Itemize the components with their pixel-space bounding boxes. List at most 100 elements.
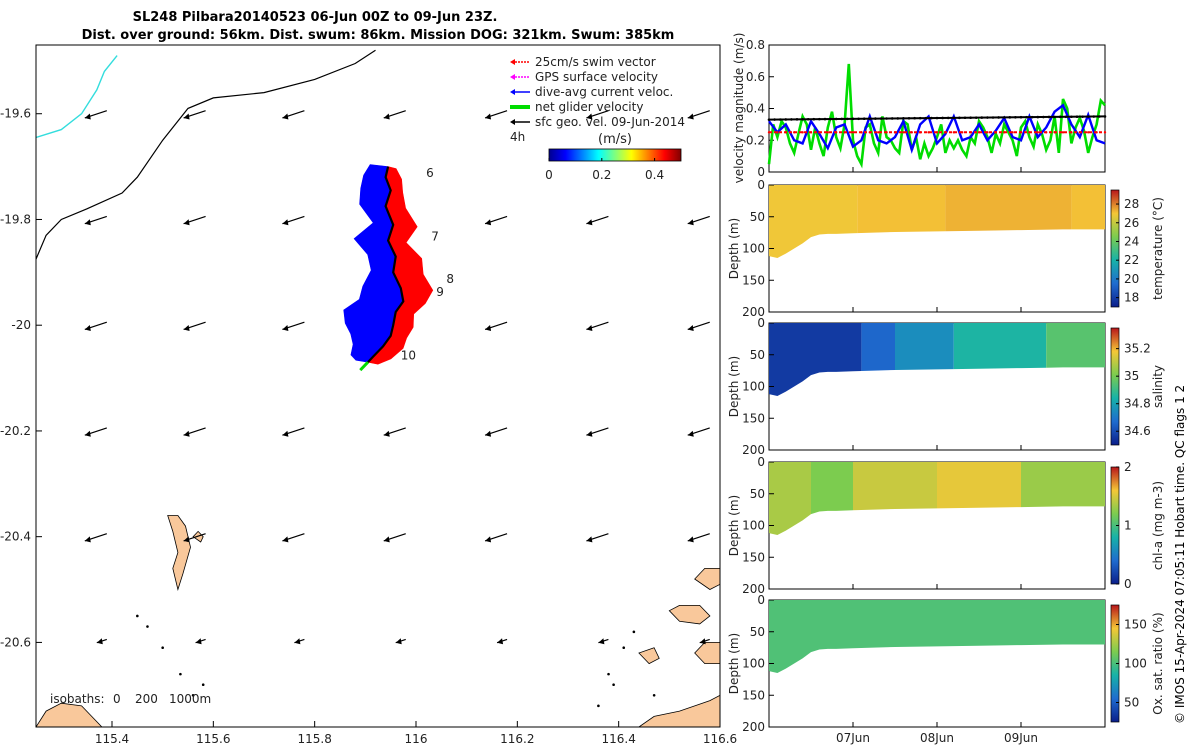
- sfc-velocity-point: [991, 116, 995, 119]
- geo-velocity-arrow: [484, 321, 508, 331]
- speed-colorbar: [548, 148, 682, 162]
- legend-item: net glider velocity: [510, 100, 643, 114]
- colorbar-tick-label: 0: [1124, 577, 1132, 591]
- swim-speed-point: [910, 131, 913, 134]
- geo-velocity-arrow: [383, 533, 406, 543]
- swim-speed-point: [835, 131, 838, 134]
- geo-velocity-arrow: [294, 638, 305, 645]
- sfc-velocity-point: [834, 117, 838, 121]
- sfc-velocity-point: [801, 117, 804, 121]
- land-polygon: [36, 702, 103, 727]
- legend-item: dive-avg current veloc.: [510, 85, 673, 99]
- sfc-velocity-point: [1008, 116, 1012, 119]
- swim-speed-point: [1053, 131, 1056, 134]
- isobath-0m-line: [36, 55, 118, 139]
- sfc-velocity-point: [818, 117, 821, 121]
- sfc-velocity-point: [890, 117, 894, 120]
- colorbar-tick-label: 0: [545, 168, 553, 182]
- velocity-series-line: [767, 63, 1106, 169]
- colorbar-tick-label: 34.8: [1124, 397, 1151, 411]
- section-field-segment: [1071, 185, 1105, 230]
- sfc-velocity-point: [918, 116, 922, 120]
- isobath-legend: isobaths: 0 200 1000m: [50, 692, 211, 706]
- legend-item-label: dive-avg current veloc.: [535, 85, 673, 99]
- sfc-velocity-point: [1002, 116, 1006, 119]
- geo-velocity-arrow: [586, 215, 609, 226]
- geo-velocity-arrow: [484, 110, 508, 120]
- section-y-tick-label: 0: [757, 455, 765, 469]
- section-field-segment: [937, 462, 1021, 509]
- sfc-velocity-point: [1086, 115, 1090, 118]
- sfc-velocity-point: [862, 117, 866, 121]
- land-polygon: [694, 642, 720, 664]
- islet: [136, 614, 139, 618]
- lat-tick-label: -20: [11, 318, 31, 332]
- section-panel: 0 50 100 150 200 Depth (m) 34.6 34.8 35 35.2salin…: [727, 316, 1165, 457]
- geo-velocity-arrow: [84, 321, 107, 331]
- legend-arrowhead: [510, 119, 515, 125]
- geo-velocity-arrow: [183, 533, 206, 543]
- section-panel: 0 50 100 150 200 Depth (m) 18 20 22 24 26 28 tempera…: [727, 178, 1165, 319]
- isobath-200: 200: [135, 692, 158, 706]
- section-field-segment: [853, 462, 937, 511]
- map-content: 6 7 89 10: [36, 49, 720, 727]
- geo-velocity-arrow: [195, 638, 206, 645]
- track-day-label: 6: [426, 166, 434, 180]
- legend-item: sfc geo. vel. 09-Jun-2014: [510, 115, 685, 129]
- geo-velocity-arrow: [484, 533, 508, 543]
- colorbar-tick-label: 18: [1124, 291, 1139, 305]
- swim-speed-point: [784, 131, 787, 134]
- section-y-tick-label: 50: [750, 625, 765, 639]
- sfc-velocity-point: [1042, 115, 1045, 119]
- geo-velocity-arrow: [586, 110, 609, 120]
- lat-tick-label: -20.6: [0, 635, 31, 649]
- colorbar-tick-label: 0.4: [645, 168, 664, 182]
- track-day-label: 10: [401, 349, 416, 363]
- swim-speed-point: [1028, 131, 1031, 134]
- sfc-velocity-point: [773, 118, 776, 121]
- section-field-segment: [1046, 323, 1105, 368]
- swim-speed-point: [851, 131, 855, 134]
- sfc-velocity-point: [784, 118, 788, 121]
- figure-title-line1: SL248 Pilbara20140523 06-Jun 00Z to 09-J…: [133, 10, 498, 25]
- sfc-velocity-point: [1081, 115, 1084, 118]
- section-field-segment: [769, 462, 811, 535]
- section-field-segment: [769, 600, 1105, 673]
- track-day-label: 9: [436, 285, 444, 299]
- sfc-velocity-point: [868, 117, 872, 120]
- legend-arrowhead: [510, 89, 515, 95]
- section-y-tick-label: 0: [757, 316, 765, 330]
- section-y-tick-label: 50: [750, 487, 765, 501]
- section-colorbar: [1110, 327, 1120, 446]
- sfc-velocity-point: [1019, 115, 1023, 119]
- section-y-tick-label: 100: [742, 380, 765, 394]
- swim-speed-point: [860, 131, 863, 134]
- section-field-segment: [1021, 462, 1105, 508]
- section-y-tick-label: 50: [750, 348, 765, 362]
- swim-speed-point: [1070, 131, 1073, 134]
- lon-tick-label: 116: [405, 732, 428, 746]
- swim-speed-point: [1078, 131, 1082, 134]
- sfc-velocity-point: [997, 116, 1000, 119]
- section-y-tick-label: 50: [750, 210, 765, 224]
- islet: [607, 672, 610, 676]
- section-field-segment: [895, 323, 954, 370]
- islet: [652, 693, 656, 697]
- sfc-velocity-point: [1098, 115, 1101, 118]
- sfc-velocity-point: [946, 116, 950, 120]
- section-y-tick-label: 100: [742, 242, 765, 256]
- velocity-ylabel: velocity magnitude (m/s): [732, 33, 746, 184]
- swim-speed-point: [868, 131, 871, 134]
- lat-tick-label: -20.4: [0, 530, 31, 544]
- legend-item-label: GPS surface velocity: [535, 70, 658, 84]
- geo-velocity-arrow: [687, 533, 710, 543]
- velocity-y-tick-label: 0.2: [746, 133, 765, 147]
- sfc-velocity-point: [812, 117, 816, 121]
- section-field-segment: [861, 323, 895, 371]
- sfc-velocity-point: [846, 117, 849, 121]
- geo-velocity-arrow: [84, 110, 107, 120]
- geo-velocity-arrow: [96, 638, 107, 645]
- sfc-velocity-point: [941, 116, 944, 120]
- velocity-y-tick-label: 0.6: [746, 70, 765, 84]
- lat-tick-label: -19.6: [0, 107, 31, 121]
